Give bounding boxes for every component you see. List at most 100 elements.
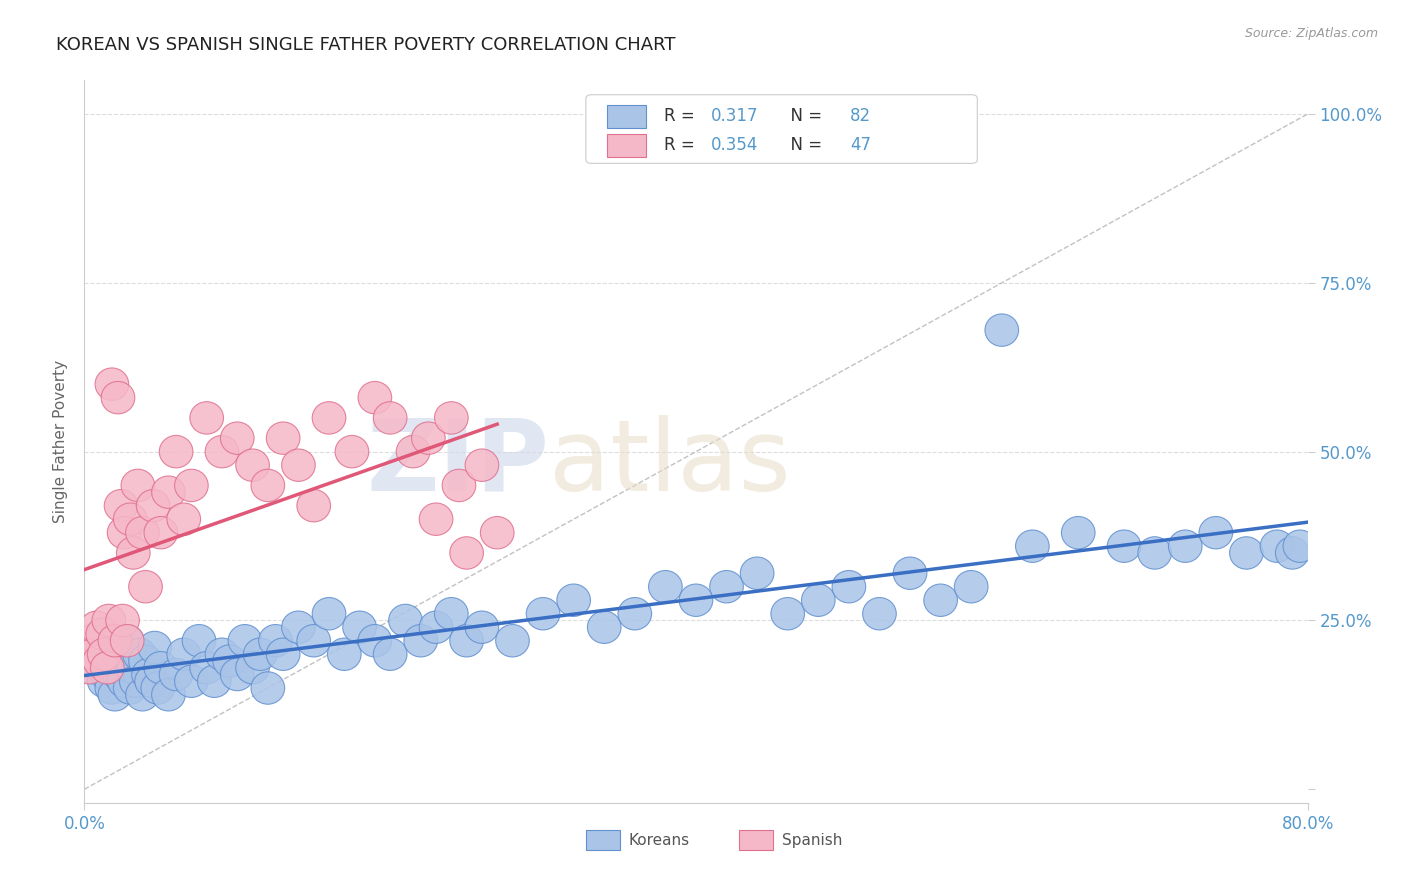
Ellipse shape (328, 638, 361, 671)
Ellipse shape (125, 679, 159, 711)
Ellipse shape (359, 624, 392, 657)
Ellipse shape (955, 571, 988, 603)
Ellipse shape (1137, 537, 1171, 569)
Ellipse shape (143, 651, 177, 684)
Ellipse shape (90, 651, 124, 684)
Ellipse shape (1284, 530, 1317, 563)
Text: N =: N = (780, 136, 828, 154)
Text: 0.317: 0.317 (710, 107, 758, 126)
Ellipse shape (121, 469, 155, 501)
Ellipse shape (1199, 516, 1233, 549)
Ellipse shape (197, 665, 231, 698)
Ellipse shape (72, 651, 105, 684)
Ellipse shape (96, 672, 129, 704)
Ellipse shape (404, 624, 437, 657)
Ellipse shape (91, 604, 125, 637)
Text: atlas: atlas (550, 415, 790, 512)
Ellipse shape (281, 449, 315, 482)
Ellipse shape (101, 638, 135, 671)
Ellipse shape (117, 651, 150, 684)
Ellipse shape (419, 503, 453, 535)
Ellipse shape (588, 611, 621, 643)
FancyBboxPatch shape (586, 95, 977, 163)
Ellipse shape (1168, 530, 1202, 563)
Ellipse shape (75, 651, 108, 684)
Ellipse shape (117, 537, 150, 569)
Ellipse shape (152, 476, 186, 508)
Ellipse shape (132, 658, 166, 690)
FancyBboxPatch shape (606, 105, 645, 128)
Text: 47: 47 (851, 136, 872, 154)
Ellipse shape (87, 638, 121, 671)
Ellipse shape (710, 571, 744, 603)
Ellipse shape (465, 611, 499, 643)
Ellipse shape (190, 651, 224, 684)
Ellipse shape (252, 672, 284, 704)
Ellipse shape (243, 638, 277, 671)
Ellipse shape (266, 638, 299, 671)
Ellipse shape (105, 651, 139, 684)
Ellipse shape (138, 632, 172, 664)
Ellipse shape (441, 469, 475, 501)
Ellipse shape (374, 638, 406, 671)
Ellipse shape (312, 598, 346, 630)
Ellipse shape (419, 611, 453, 643)
Text: R =: R = (664, 107, 700, 126)
Text: R =: R = (664, 136, 700, 154)
Ellipse shape (205, 435, 239, 468)
Text: Koreans: Koreans (628, 833, 690, 848)
Ellipse shape (770, 598, 804, 630)
Ellipse shape (103, 658, 136, 690)
Ellipse shape (97, 645, 131, 677)
Ellipse shape (98, 624, 132, 657)
Ellipse shape (465, 449, 499, 482)
Ellipse shape (167, 503, 201, 535)
Text: N =: N = (780, 107, 828, 126)
Ellipse shape (114, 672, 148, 704)
Ellipse shape (252, 469, 284, 501)
Ellipse shape (80, 638, 114, 671)
Ellipse shape (129, 645, 162, 677)
Ellipse shape (832, 571, 866, 603)
Ellipse shape (396, 435, 430, 468)
Ellipse shape (96, 368, 129, 401)
Ellipse shape (281, 611, 315, 643)
Ellipse shape (1062, 516, 1095, 549)
Ellipse shape (143, 516, 177, 549)
Ellipse shape (98, 679, 132, 711)
Ellipse shape (297, 624, 330, 657)
Text: 0.354: 0.354 (710, 136, 758, 154)
Text: Source: ZipAtlas.com: Source: ZipAtlas.com (1244, 27, 1378, 40)
Ellipse shape (335, 435, 368, 468)
Ellipse shape (1108, 530, 1140, 563)
Ellipse shape (221, 658, 254, 690)
Ellipse shape (190, 401, 224, 434)
Ellipse shape (648, 571, 682, 603)
Ellipse shape (359, 382, 392, 414)
Text: Spanish: Spanish (782, 833, 842, 848)
Ellipse shape (1015, 530, 1049, 563)
Text: KOREAN VS SPANISH SINGLE FATHER POVERTY CORRELATION CHART: KOREAN VS SPANISH SINGLE FATHER POVERTY … (56, 36, 676, 54)
Ellipse shape (388, 604, 422, 637)
Ellipse shape (679, 584, 713, 616)
Ellipse shape (297, 490, 330, 522)
Ellipse shape (1260, 530, 1294, 563)
Text: 82: 82 (851, 107, 872, 126)
Ellipse shape (152, 679, 186, 711)
Ellipse shape (343, 611, 377, 643)
Ellipse shape (228, 624, 262, 657)
FancyBboxPatch shape (738, 830, 773, 850)
Ellipse shape (236, 651, 270, 684)
Ellipse shape (236, 449, 270, 482)
Text: ZIP: ZIP (367, 415, 550, 512)
Ellipse shape (110, 624, 143, 657)
Ellipse shape (801, 584, 835, 616)
Ellipse shape (434, 598, 468, 630)
Ellipse shape (450, 537, 484, 569)
Ellipse shape (741, 557, 773, 590)
Ellipse shape (205, 638, 239, 671)
Ellipse shape (91, 632, 125, 664)
Ellipse shape (266, 422, 299, 454)
Ellipse shape (450, 624, 484, 657)
Ellipse shape (221, 422, 254, 454)
